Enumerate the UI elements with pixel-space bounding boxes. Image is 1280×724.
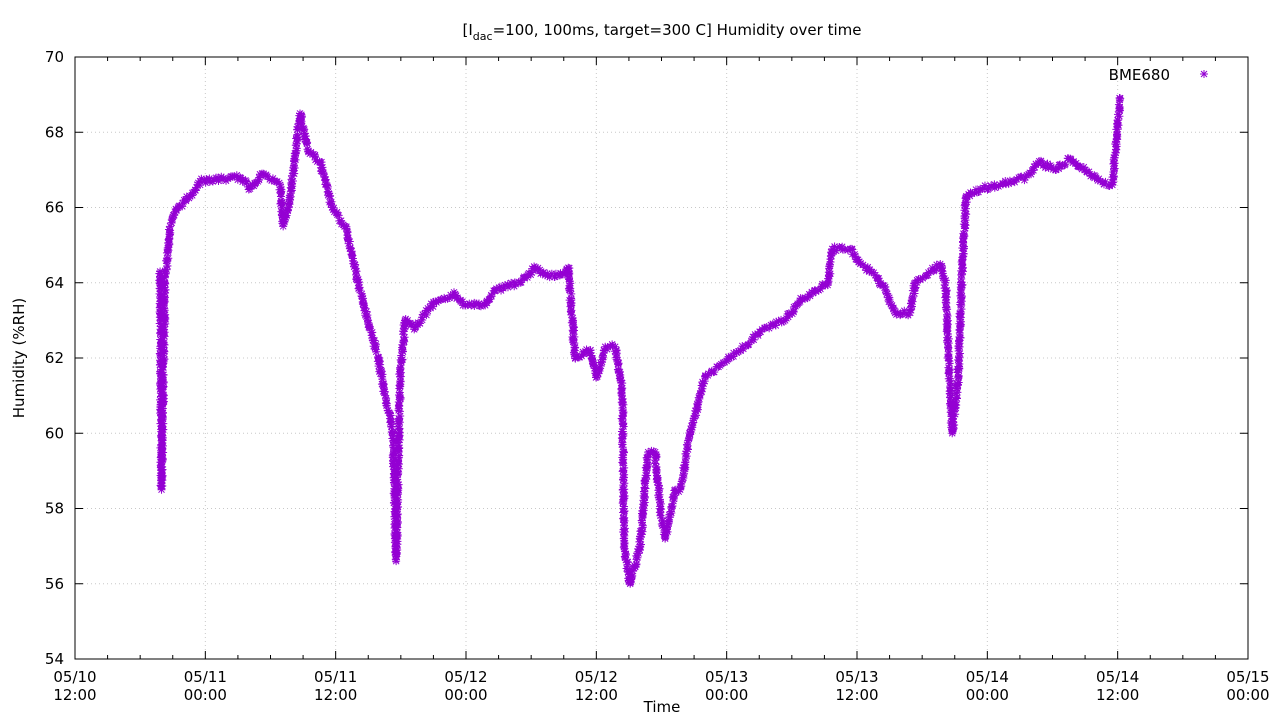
x-tick-date: 05/13 — [705, 668, 748, 686]
x-tick-time: 00:00 — [444, 686, 487, 704]
y-tick-label: 54 — [45, 650, 64, 668]
ticks — [74, 56, 1249, 660]
y-tick-labels: 54 56 58 60 62 64 66 68 70 — [45, 48, 64, 668]
chart-title: [Idac=100, 100ms, target=300 C] Humidity… — [463, 21, 862, 43]
x-tick-date: 05/15 — [1226, 668, 1269, 686]
data-point-fill — [1115, 93, 1125, 103]
grid — [75, 57, 1248, 659]
y-tick-label: 66 — [45, 199, 64, 217]
x-axis-label: Time — [643, 698, 681, 716]
data-point-fill — [382, 400, 392, 410]
y-tick-label: 64 — [45, 274, 64, 292]
y-tick-label: 60 — [45, 424, 64, 442]
data-point-fill — [379, 387, 389, 397]
plot-frame — [74, 56, 1249, 660]
y-axis-label: Humidity (%RH) — [10, 298, 28, 418]
x-tick-time: 00:00 — [705, 686, 748, 704]
x-tick-time: 00:00 — [1226, 686, 1269, 704]
x-tick-time: 00:00 — [966, 686, 1009, 704]
legend: BME680 — [1109, 66, 1209, 84]
y-tick-label: 58 — [45, 500, 64, 518]
data-point-fill — [1110, 150, 1120, 160]
data-point-fill — [568, 326, 578, 336]
data-point-fill — [395, 363, 405, 373]
x-tick-date: 05/10 — [53, 668, 96, 686]
data-point-fill — [944, 356, 954, 366]
data-point-fill — [393, 530, 403, 540]
x-tick-label: 05/11 12:00 — [314, 668, 357, 704]
x-tick-date: 05/11 — [314, 668, 357, 686]
data-point-fill — [302, 138, 312, 148]
data-point-fill — [566, 310, 576, 320]
x-tick-label: 05/15 00:00 — [1226, 668, 1269, 704]
x-tick-date: 05/12 — [444, 668, 487, 686]
data-point-fill — [636, 539, 646, 549]
x-tick-label: 05/12 00:00 — [444, 668, 487, 704]
x-tick-date: 05/14 — [1096, 668, 1139, 686]
x-tick-date: 05/13 — [835, 668, 878, 686]
legend-marker — [1199, 69, 1209, 79]
x-tick-date: 05/12 — [575, 668, 618, 686]
data-point-fill — [393, 509, 403, 519]
x-tick-label: 05/10 12:00 — [53, 668, 96, 704]
x-tick-label: 05/14 12:00 — [1096, 668, 1139, 704]
x-tick-date: 05/14 — [966, 668, 1009, 686]
data-point-fill — [284, 198, 294, 208]
x-tick-label: 05/12 12:00 — [575, 668, 618, 704]
y-tick-label: 56 — [45, 575, 64, 593]
x-tick-time: 12:00 — [53, 686, 96, 704]
x-tick-label: 05/13 12:00 — [835, 668, 878, 704]
data-point-fill — [156, 480, 166, 490]
x-tick-date: 05/11 — [184, 668, 227, 686]
data-point-fill — [636, 526, 646, 536]
x-tick-time: 12:00 — [314, 686, 357, 704]
data-point-fill — [635, 545, 645, 555]
data-point-fill — [958, 229, 968, 239]
x-tick-time: 00:00 — [184, 686, 227, 704]
y-tick-label: 70 — [45, 48, 64, 66]
x-tick-time: 12:00 — [835, 686, 878, 704]
x-tick-label: 05/14 00:00 — [966, 668, 1009, 704]
legend-label: BME680 — [1109, 66, 1170, 84]
x-tick-time: 12:00 — [575, 686, 618, 704]
y-tick-label: 62 — [45, 349, 64, 367]
data-points — [154, 93, 1125, 589]
x-tick-time: 12:00 — [1096, 686, 1139, 704]
y-tick-label: 68 — [45, 123, 64, 141]
x-tick-label: 05/11 00:00 — [184, 668, 227, 704]
x-tick-label: 05/13 00:00 — [705, 668, 748, 704]
